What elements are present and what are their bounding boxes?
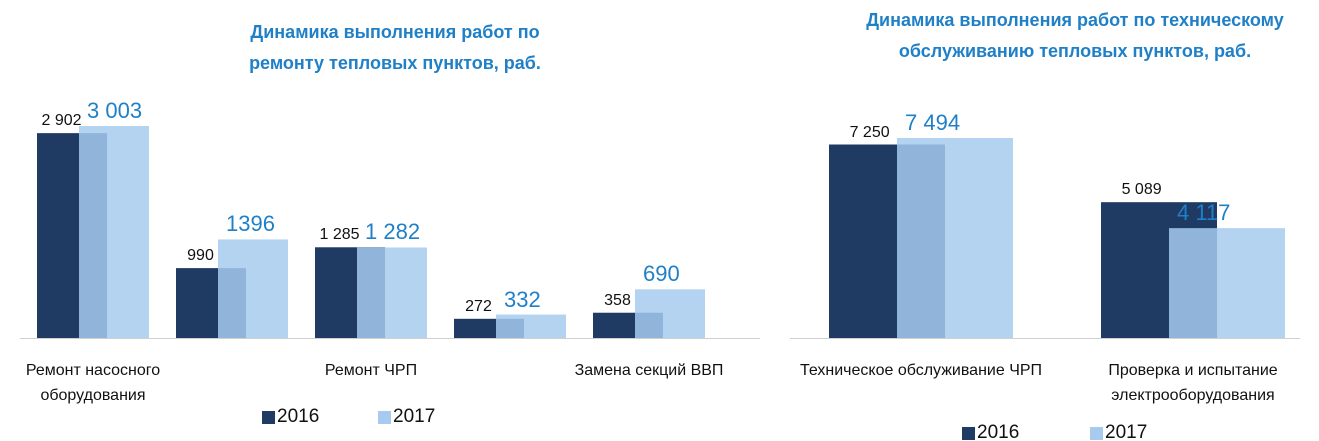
bar [496,314,566,338]
category-label: Замена секций ВВП [574,362,724,379]
legend-label: 2016 [277,406,320,427]
category-label: Проверка и испытание электрооборудования [1108,362,1278,404]
bar [218,239,288,338]
bar [635,289,705,338]
category-label: Ремонт ЧРП [324,362,418,379]
data-label: 1396 [226,211,275,237]
data-label: 2 902 [41,112,82,130]
bar [1169,228,1285,338]
chart-title: Динамика выполнения работ по техническом… [866,10,1284,61]
chart-title: Динамика выполнения работ по ремонту теп… [249,22,541,73]
legend-swatch [262,411,275,424]
data-label: 7 494 [905,110,961,135]
data-label: 7 250 [849,123,890,141]
data-label: 3 003 [87,98,143,123]
bar [79,126,149,338]
data-label: 1 285 [319,226,360,244]
data-label: 4 117 [1177,200,1231,226]
data-label: 5 089 [1121,181,1162,199]
bar [897,138,1013,338]
legend-swatch [1090,427,1103,440]
legend-label: 2016 [977,422,1020,441]
legend-swatch [378,411,391,424]
category-label: Ремонт насосного оборудования [25,362,161,404]
data-label: 332 [504,286,541,312]
data-label: 1 282 [365,219,421,245]
legend-label: 2017 [393,406,436,427]
legend-label: 2017 [1105,422,1148,441]
legend-swatch [962,427,975,440]
category-label: Техническое обслуживание ЧРП [799,362,1043,379]
data-label: 272 [465,297,492,315]
data-label: 690 [643,261,680,287]
data-label: 358 [604,291,631,309]
bar [357,247,427,338]
data-label: 990 [187,247,214,265]
